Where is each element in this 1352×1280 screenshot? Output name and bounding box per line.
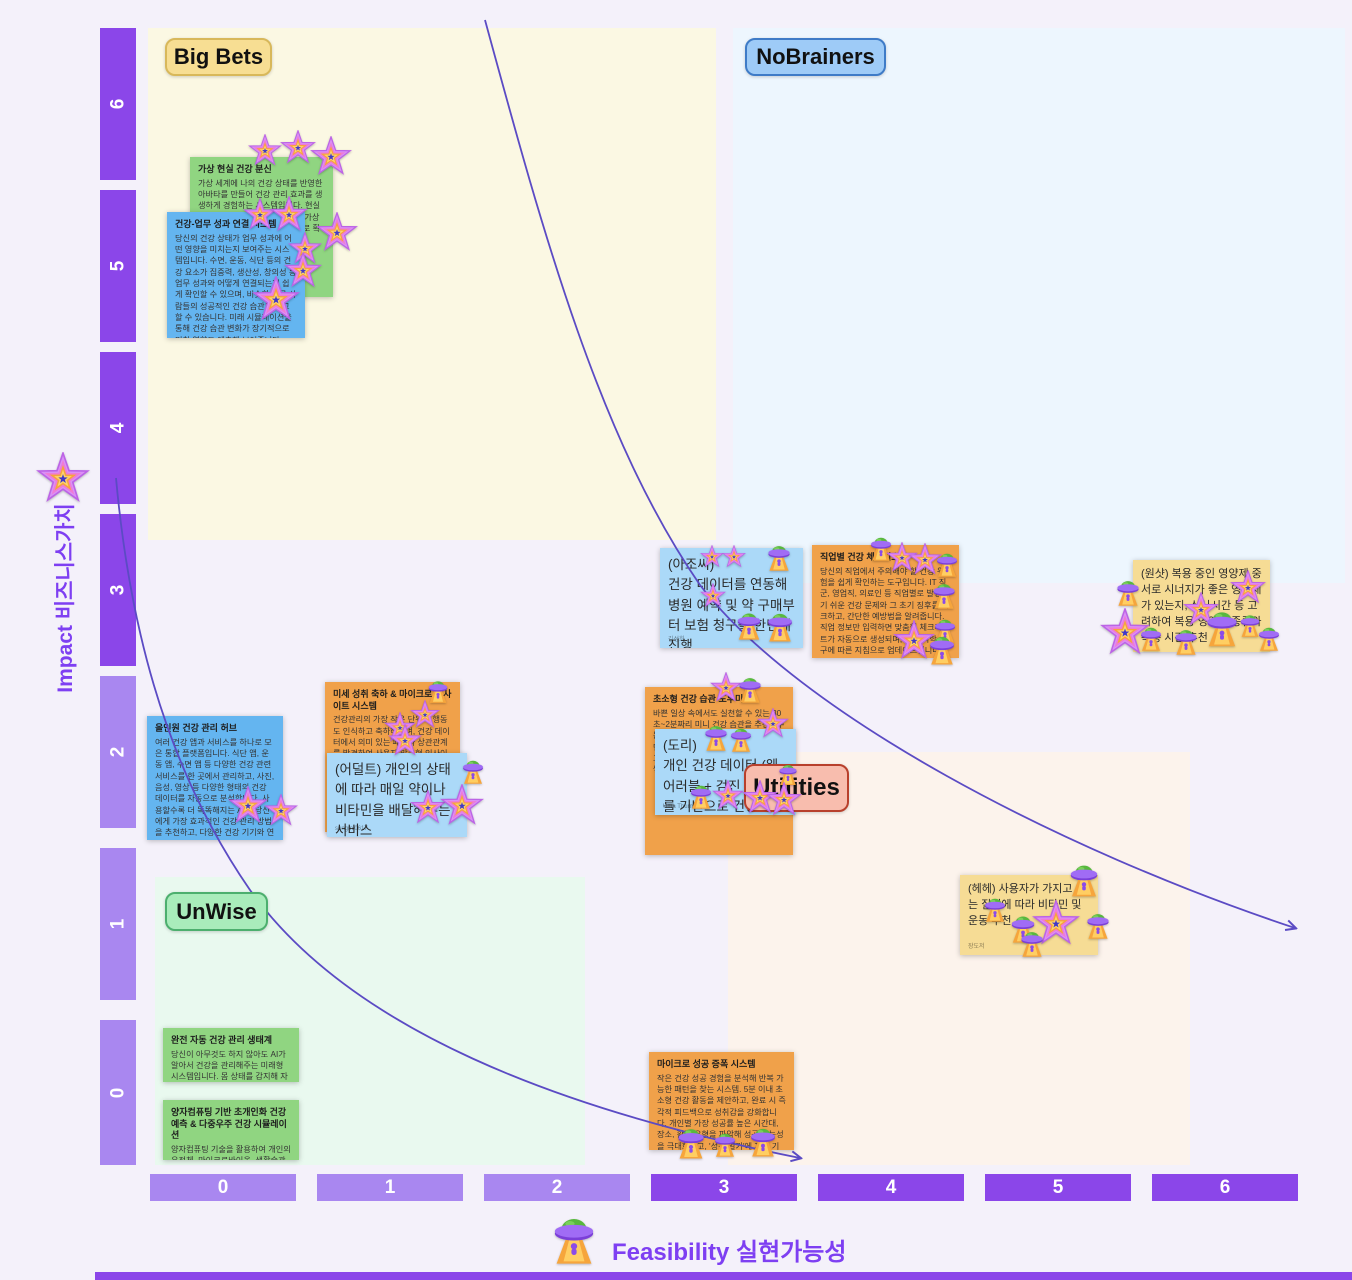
ufo-sticker-icon[interactable] <box>1254 622 1284 652</box>
ufo-sticker-icon[interactable] <box>732 607 766 641</box>
note-title: 가상 현실 건강 분신 <box>198 164 272 174</box>
x-axis-tick-0: 0 <box>150 1174 296 1201</box>
note-author: sungmi0617 <box>335 826 368 832</box>
ufo-sticker-icon[interactable] <box>545 1208 603 1266</box>
quadrant-label-nobrainers[interactable]: NoBrainers <box>745 38 886 76</box>
ufo-sticker-icon[interactable] <box>980 893 1010 923</box>
note-title: 올인원 건강 관리 허브 <box>155 723 238 733</box>
x-axis-tick-6: 6 <box>1152 1174 1298 1201</box>
ufo-sticker-icon[interactable] <box>458 755 488 785</box>
sticky-note-auto-health-ecosystem[interactable]: 완전 자동 건강 관리 생태계 당신이 아무것도 하지 않아도 AI가 알아서 … <box>163 1028 299 1082</box>
star-sticker-icon[interactable] <box>252 276 300 324</box>
star-sticker-icon[interactable] <box>712 780 744 812</box>
star-sticker-icon[interactable] <box>248 134 282 168</box>
note-title: 건강-업무 성과 연결 시스템 <box>175 219 277 229</box>
y-axis-tick-2: 2 <box>100 676 136 828</box>
ufo-sticker-icon[interactable] <box>734 672 766 704</box>
ufo-sticker-icon[interactable] <box>1082 908 1114 940</box>
y-axis-tick-0: 0 <box>100 1020 136 1165</box>
star-sticker-icon[interactable] <box>1230 570 1266 606</box>
star-sticker-icon[interactable] <box>36 452 90 506</box>
quadrant-label-unwise[interactable]: UnWise <box>165 892 268 931</box>
quadrant-bg-nobrainers <box>733 28 1345 583</box>
y-axis-label: Impact 비즈니스가치 <box>54 503 77 693</box>
star-sticker-icon[interactable] <box>316 212 358 254</box>
ufo-sticker-icon[interactable] <box>672 1122 710 1160</box>
ufo-sticker-icon[interactable] <box>1170 624 1202 656</box>
note-author: 김성희 <box>668 637 685 643</box>
ufo-sticker-icon[interactable] <box>1112 575 1144 607</box>
note-title: 양자컴퓨팅 기반 초개인화 건강 예측 & 다중우주 건강 시뮬레이션 <box>171 1107 287 1141</box>
x-axis-tick-3: 3 <box>651 1174 797 1201</box>
star-sticker-icon[interactable] <box>722 545 746 569</box>
ufo-sticker-icon[interactable] <box>924 630 960 666</box>
ufo-sticker-icon[interactable] <box>710 1128 740 1158</box>
y-axis-tick-4: 4 <box>100 352 136 504</box>
y-axis-tick-6: 6 <box>100 28 136 180</box>
star-sticker-icon[interactable] <box>700 545 724 569</box>
ufo-sticker-icon[interactable] <box>1136 622 1166 652</box>
star-sticker-icon[interactable] <box>310 136 352 178</box>
ufo-sticker-icon[interactable] <box>763 540 795 572</box>
star-sticker-icon[interactable] <box>264 794 298 828</box>
x-axis-tick-4: 4 <box>818 1174 964 1201</box>
star-sticker-icon[interactable] <box>440 784 484 828</box>
ufo-sticker-icon[interactable] <box>928 578 960 610</box>
x-axis-tick-5: 5 <box>985 1174 1131 1201</box>
note-body: 양자컴퓨팅 기술을 활용하여 개인의 유전체, 마이크로바이옴, 생활습관, 환… <box>171 1145 291 1160</box>
y-axis-tick-3: 3 <box>100 514 136 666</box>
star-sticker-icon[interactable] <box>700 583 726 609</box>
star-sticker-icon[interactable] <box>388 724 422 758</box>
bottom-axis-strip <box>95 1272 1352 1280</box>
star-sticker-icon[interactable] <box>228 786 268 826</box>
note-title: 마이크로 성공 증폭 시스템 <box>657 1059 756 1069</box>
x-axis-tick-2: 2 <box>484 1174 630 1201</box>
y-axis-tick-5: 5 <box>100 190 136 342</box>
ufo-sticker-icon[interactable] <box>1064 858 1104 898</box>
note-body: 당신이 아무것도 하지 않아도 AI가 알아서 건강을 관리해주는 미래형 시스… <box>171 1049 288 1082</box>
ufo-sticker-icon[interactable] <box>1016 926 1048 958</box>
star-sticker-icon[interactable] <box>270 196 308 234</box>
ufo-sticker-icon[interactable] <box>762 607 798 643</box>
ufo-sticker-icon[interactable] <box>745 1122 781 1158</box>
ufo-sticker-icon[interactable] <box>932 548 962 578</box>
note-title: 완전 자동 건강 관리 생태계 <box>171 1035 273 1045</box>
star-sticker-icon[interactable] <box>757 708 789 740</box>
ufo-sticker-icon[interactable] <box>726 723 756 753</box>
y-axis-tick-1: 1 <box>100 848 136 1000</box>
x-axis-tick-1: 1 <box>317 1174 463 1201</box>
x-axis-label: Feasibility 실현가능성 <box>612 1239 847 1266</box>
note-author: 장도저 <box>968 944 985 950</box>
star-sticker-icon[interactable] <box>766 782 802 818</box>
quadrant-label-bigbets[interactable]: Big Bets <box>165 38 272 76</box>
sticky-note-quantum-simulation[interactable]: 양자컴퓨팅 기반 초개인화 건강 예측 & 다중우주 건강 시뮬레이션 양자컴퓨… <box>163 1100 299 1160</box>
